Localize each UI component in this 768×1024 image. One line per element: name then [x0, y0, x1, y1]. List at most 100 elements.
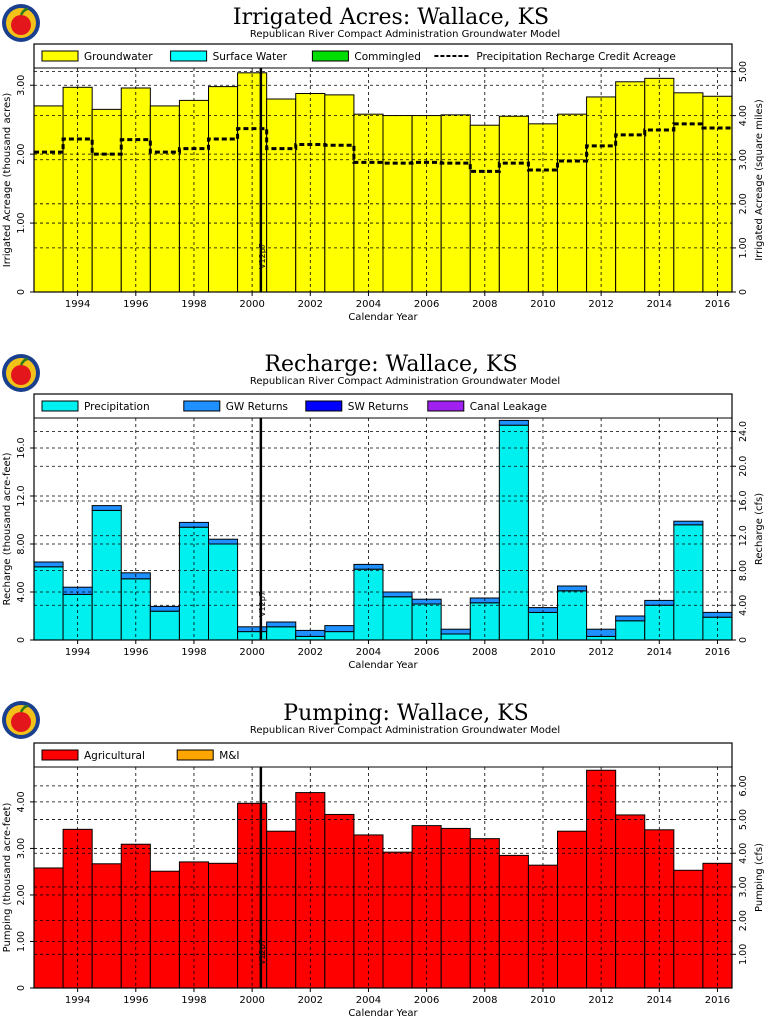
x-tick-label: 2016	[705, 647, 730, 658]
marker-label: V12p7	[258, 243, 267, 269]
pumping-chart: Pumping: Wallace, KS Republican River Co…	[2, 701, 765, 1019]
legend-swatch	[41, 749, 79, 761]
x-tick-label: 2000	[239, 299, 264, 310]
y2-tick-label: 16.0	[738, 490, 749, 511]
x-tick-label: 2006	[414, 995, 439, 1006]
bar	[149, 605, 180, 612]
x-tick-label: 2000	[239, 647, 264, 658]
chart-subtitle: Republican River Compact Administration …	[250, 725, 560, 736]
y-tick-label: 3.00	[16, 838, 27, 859]
x-tick-label: 2014	[647, 299, 672, 310]
legend-item: Precipitation	[41, 400, 150, 413]
x-tick-label: 2002	[298, 299, 323, 310]
legend-item: Precipitation Recharge Credit Acreage	[434, 51, 676, 63]
y-tick-label: 2.00	[16, 144, 27, 165]
chart-subtitle: Republican River Compact Administration …	[250, 376, 560, 387]
legend-item: Commingled	[311, 50, 421, 63]
y2-tick-label: 2.00	[738, 910, 749, 931]
y-tick-label: 0	[16, 289, 27, 295]
x-tick-label: 2002	[298, 647, 323, 658]
x-tick-label: 2014	[647, 995, 672, 1006]
bar	[91, 108, 122, 293]
x-tick-label: 1998	[181, 995, 206, 1006]
legend-label: Groundwater	[84, 51, 153, 63]
x-tick-label: 2014	[647, 647, 672, 658]
x-tick-label: 1998	[181, 299, 206, 310]
legend-label: Precipitation Recharge Credit Acreage	[476, 51, 676, 63]
chart-body: V12p7 Agricultural M&I 1994 1996 1998 2000 2002…	[2, 742, 765, 1019]
y2-tick-label: 5.00	[738, 61, 749, 82]
bar	[557, 590, 588, 641]
bar	[615, 81, 646, 293]
chart-title: Irrigated Acres: Wallace, KS	[233, 5, 549, 30]
y2-tick-label: 1.00	[738, 944, 749, 965]
y2-tick-label: 4.00	[738, 843, 749, 864]
x-tick-label: 2008	[472, 995, 497, 1006]
bar	[673, 524, 704, 641]
bar	[498, 854, 529, 989]
bar	[382, 591, 413, 598]
plot-frame	[33, 43, 733, 293]
y2-tick-label: 5.00	[738, 809, 749, 830]
plot-frame	[33, 742, 733, 989]
legend-swatch	[427, 400, 465, 412]
bar	[615, 615, 646, 622]
bar	[266, 830, 297, 989]
bar	[295, 93, 326, 293]
bar	[208, 538, 239, 545]
legend-swatch	[176, 749, 214, 761]
x-tick-label: 2004	[356, 995, 381, 1006]
legend-label: Commingled	[354, 51, 421, 63]
x-tick-label: 2010	[530, 995, 555, 1006]
bar	[557, 585, 588, 592]
y2-tick-label: 4.00	[738, 105, 749, 126]
bar	[557, 113, 588, 293]
legend-swatch	[311, 50, 349, 62]
bar	[382, 851, 413, 989]
legend-label: GW Returns	[226, 401, 288, 413]
x-tick-label: 2000	[239, 995, 264, 1006]
legend-label: Precipitation	[84, 401, 150, 413]
series-line	[34, 122, 732, 173]
y2-tick-label: 1.00	[738, 237, 749, 258]
bar	[615, 814, 646, 989]
legend-label: Canal Leakage	[470, 401, 547, 413]
x-tick-label: 2012	[588, 995, 613, 1006]
y2-tick-label: 20.0	[738, 456, 749, 477]
apple-logo-icon	[2, 4, 40, 42]
legend-swatch	[41, 400, 79, 412]
bar	[324, 813, 355, 989]
bar	[324, 625, 355, 633]
y-tick-label: 12.0	[16, 485, 27, 506]
y-tick-label: 0	[16, 637, 27, 643]
y-tick-label: 0	[16, 985, 27, 991]
x-tick-label: 2010	[530, 647, 555, 658]
x-tick-label: 1996	[123, 995, 148, 1006]
x-tick-label: 2004	[356, 299, 381, 310]
chart-title: Pumping: Wallace, KS	[283, 701, 528, 726]
legend-label: M&I	[219, 750, 239, 762]
bar	[586, 769, 617, 989]
bar	[266, 98, 297, 293]
legend-item: SW Returns	[305, 400, 409, 413]
bar	[324, 94, 355, 293]
bar	[33, 105, 64, 293]
y-tick-label: 4.00	[16, 581, 27, 602]
x-tick-label: 1996	[123, 299, 148, 310]
bar	[498, 419, 529, 426]
y-tick-label: 3.00	[16, 75, 27, 96]
y2-tick-label: 0	[738, 637, 749, 643]
x-tick-label: 2008	[472, 647, 497, 658]
bar	[498, 424, 529, 641]
legend-label: Surface Water	[213, 51, 288, 63]
bar	[91, 509, 122, 641]
chart-subtitle: Republican River Compact Administration …	[250, 29, 560, 40]
x-tick-label: 2012	[588, 299, 613, 310]
y-tick-label: 1.00	[16, 931, 27, 952]
legend-item: Canal Leakage	[427, 400, 547, 413]
bar	[120, 843, 151, 989]
y2-tick-label: 3.00	[738, 876, 749, 897]
bar	[33, 566, 64, 641]
bar	[440, 633, 471, 641]
legend-item: Groundwater	[41, 50, 153, 63]
